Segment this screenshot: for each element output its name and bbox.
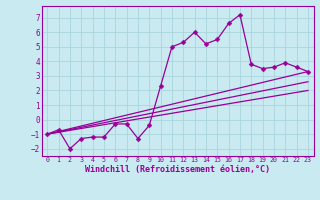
X-axis label: Windchill (Refroidissement éolien,°C): Windchill (Refroidissement éolien,°C)	[85, 165, 270, 174]
